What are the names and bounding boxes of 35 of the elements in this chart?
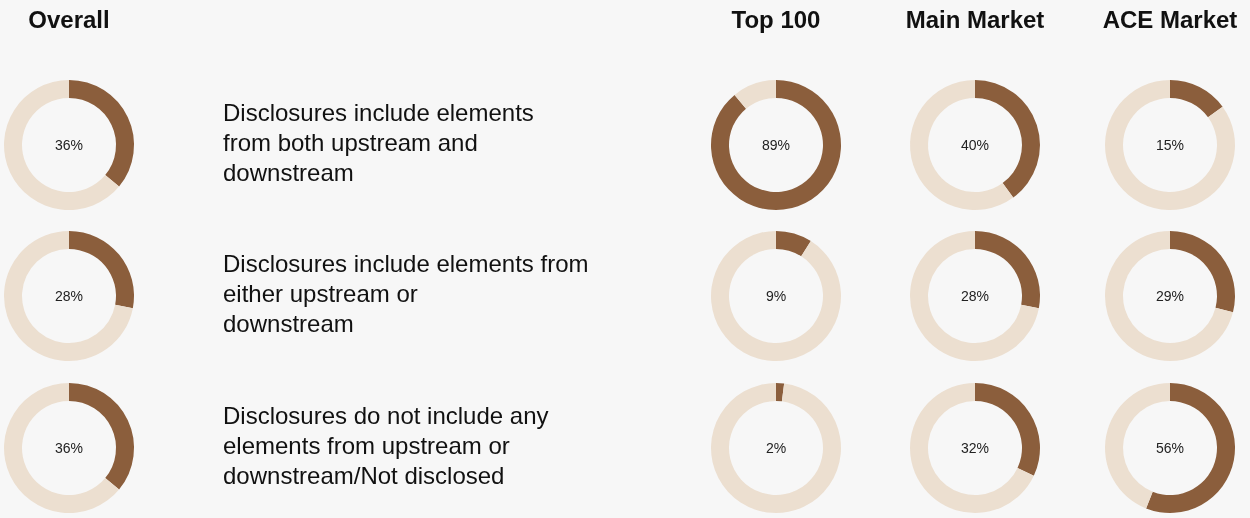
text: 36% xyxy=(54,137,84,153)
donut-slice xyxy=(734,80,776,109)
donut-slice xyxy=(910,383,1034,513)
donut-slice xyxy=(776,383,785,402)
text: 40% xyxy=(960,137,990,153)
donut-slice xyxy=(910,231,1039,361)
donut-slice xyxy=(4,383,120,513)
chart-title: Overall xyxy=(28,6,110,33)
text: 28% xyxy=(960,288,990,304)
donut-slice xyxy=(4,80,120,210)
text: Disclosures include elements from both upstream and downstream xyxy=(223,99,534,186)
donut-slice xyxy=(1170,80,1223,118)
chart-title: Top 100 xyxy=(731,6,821,33)
donut-slice xyxy=(1105,231,1233,361)
text: 15% xyxy=(1155,137,1185,153)
chart-title: ACE Market xyxy=(1102,6,1238,33)
text: 9% xyxy=(765,288,787,304)
donut-slice xyxy=(711,80,841,210)
text: Disclosures include elements from either upstream or downstream xyxy=(223,250,589,337)
text: 56% xyxy=(1155,440,1185,456)
text: 32% xyxy=(960,440,990,456)
donut-slice xyxy=(711,383,841,513)
chart-title: Main Market xyxy=(905,6,1045,33)
text: Disclosures do not include any elements from upstream or downstream/Not disclosed xyxy=(223,402,549,489)
donut-slice xyxy=(776,231,811,257)
donut-slice xyxy=(4,231,133,361)
donut-slice xyxy=(711,231,841,361)
text: 29% xyxy=(1155,288,1185,304)
donut-slice xyxy=(1105,80,1235,210)
text: 89% xyxy=(761,137,791,153)
donut-slice xyxy=(910,80,1014,210)
donut-slice xyxy=(1146,383,1235,513)
text: 28% xyxy=(54,288,84,304)
text: 36% xyxy=(54,440,84,456)
text: 2% xyxy=(765,440,787,456)
